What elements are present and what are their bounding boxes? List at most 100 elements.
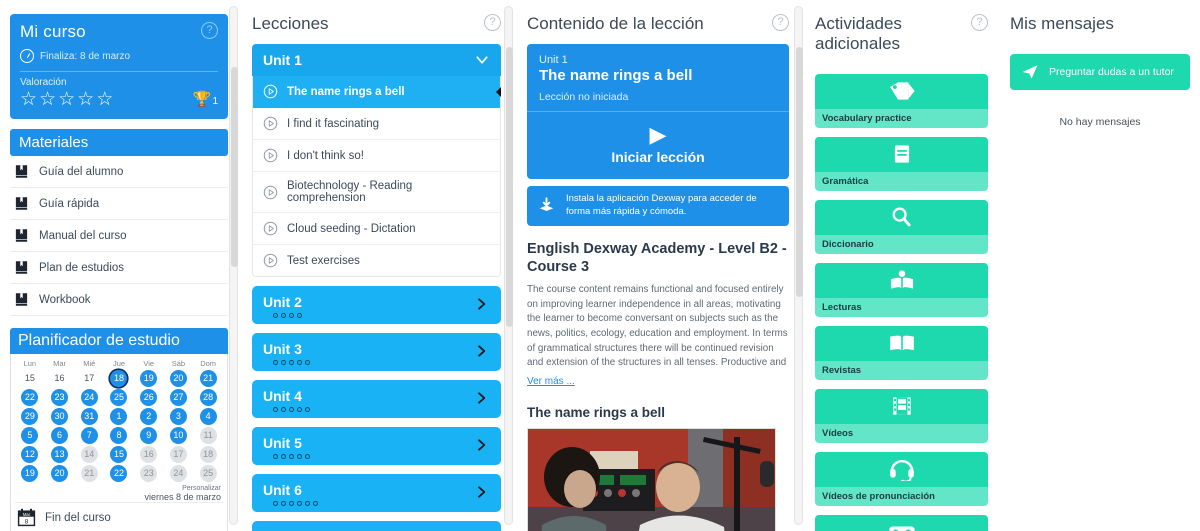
- calendar-day[interactable]: 18: [110, 370, 128, 387]
- planner-event-row[interactable]: Mar 8 Fin del curso: [15, 502, 223, 531]
- unit-progress-dot: [281, 501, 286, 506]
- column-my-messages: Mis mensajes Preguntar dudas a un tutor …: [1000, 0, 1200, 531]
- lesson-item[interactable]: I don't think so!: [253, 140, 500, 172]
- unit-card[interactable]: Unit 4: [252, 380, 501, 418]
- calendar-day[interactable]: 29: [21, 408, 39, 425]
- calendar-day[interactable]: 20: [51, 465, 69, 482]
- calendar-day[interactable]: 31: [80, 408, 98, 425]
- calendar-day[interactable]: 24: [169, 465, 187, 482]
- calendar-cell: 24: [164, 464, 194, 483]
- calendar-day[interactable]: 11: [199, 427, 217, 444]
- lesson-thumbnail[interactable]: [527, 427, 776, 531]
- scrollbar-content[interactable]: [794, 6, 803, 525]
- calendar-day[interactable]: 12: [21, 446, 39, 463]
- rating-star[interactable]: ☆: [58, 89, 76, 110]
- see-more-link[interactable]: Ver más ...: [527, 375, 575, 387]
- lesson-item[interactable]: Cloud seeding - Dictation: [253, 213, 500, 245]
- calendar-day[interactable]: 28: [199, 389, 217, 406]
- chevron-right-icon: [478, 439, 486, 451]
- lesson-item[interactable]: I find it fascinating: [253, 108, 500, 140]
- calendar-day[interactable]: 25: [199, 465, 217, 482]
- ask-tutor-button[interactable]: Preguntar dudas a un tutor: [1010, 54, 1190, 90]
- material-item[interactable]: Guía del alumno: [10, 156, 228, 188]
- activity-card[interactable]: Gramática: [815, 136, 988, 191]
- calendar-cell: 31: [74, 407, 104, 426]
- calendar-day[interactable]: 14: [80, 446, 98, 463]
- calendar-day[interactable]: 17: [84, 373, 95, 383]
- unit-progress-dots: [263, 407, 490, 412]
- scrollbar-lessons[interactable]: [504, 6, 513, 525]
- rating-star[interactable]: ☆: [20, 89, 38, 110]
- unit-card[interactable]: Unit 6: [252, 474, 501, 512]
- empty-messages-label: No hay mensajes: [1059, 116, 1141, 128]
- activity-card[interactable]: Lecturas: [815, 262, 988, 317]
- unit-card[interactable]: Unit 7: [252, 521, 501, 531]
- rating-stars[interactable]: ☆ ☆ ☆ ☆ ☆: [20, 90, 113, 109]
- calendar-day[interactable]: 15: [110, 446, 128, 463]
- unit-card[interactable]: Unit 5: [252, 427, 501, 465]
- start-lesson-button[interactable]: ▶ Iniciar lección: [527, 112, 789, 179]
- calendar-day[interactable]: 23: [51, 389, 69, 406]
- calendar-day[interactable]: 19: [21, 465, 39, 482]
- lesson-item[interactable]: Test exercises: [253, 245, 500, 276]
- lesson-item[interactable]: The name rings a bell: [253, 76, 500, 108]
- unit-header-open[interactable]: Unit 1: [252, 44, 501, 76]
- calendar-day[interactable]: 21: [199, 370, 217, 387]
- calendar-day[interactable]: 4: [199, 408, 217, 425]
- calendar-day[interactable]: 30: [51, 408, 69, 425]
- customize-link[interactable]: Personalizar: [182, 485, 221, 492]
- calendar-day[interactable]: 7: [80, 427, 98, 444]
- calendar-day[interactable]: 6: [51, 427, 69, 444]
- calendar-cell: 19: [15, 464, 45, 483]
- lesson-item[interactable]: Biotechnology - Reading comprehension: [253, 172, 500, 213]
- calendar-day[interactable]: 13: [51, 446, 69, 463]
- activity-card[interactable]: Revistas: [815, 325, 988, 380]
- calendar-day[interactable]: 15: [24, 373, 35, 383]
- calendar-day[interactable]: 27: [169, 389, 187, 406]
- unit-card[interactable]: Unit 2: [252, 286, 501, 324]
- activity-icon-area: [815, 514, 988, 531]
- calendar-day[interactable]: 21: [80, 465, 98, 482]
- calendar-day[interactable]: 20: [169, 370, 187, 387]
- calendar-day[interactable]: 22: [110, 465, 128, 482]
- activity-card[interactable]: Vídeos de pronunciación: [815, 451, 988, 506]
- help-icon[interactable]: ?: [201, 22, 218, 39]
- calendar-day[interactable]: 24: [80, 389, 98, 406]
- help-icon[interactable]: ?: [484, 14, 501, 31]
- unit-card[interactable]: Unit 3: [252, 333, 501, 371]
- unit-progress-dot: [305, 501, 310, 506]
- material-item[interactable]: Guía rápida: [10, 188, 228, 220]
- help-icon[interactable]: ?: [971, 14, 988, 31]
- rating-star[interactable]: ☆: [39, 89, 57, 110]
- activity-card[interactable]: Diccionario: [815, 199, 988, 254]
- install-app-banner[interactable]: Instala la aplicación Dexway para accede…: [527, 186, 789, 226]
- calendar-day[interactable]: 10: [169, 427, 187, 444]
- trophy-badge: 🏆 1: [193, 92, 218, 107]
- calendar-day[interactable]: 1: [110, 408, 128, 425]
- activity-card[interactable]: Vídeos: [815, 388, 988, 443]
- calendar-day[interactable]: 23: [140, 465, 158, 482]
- material-item[interactable]: Manual del curso: [10, 220, 228, 252]
- unit-progress-dot: [289, 313, 294, 318]
- help-icon[interactable]: ?: [772, 14, 789, 31]
- calendar-day[interactable]: 26: [140, 389, 158, 406]
- calendar-day[interactable]: 22: [21, 389, 39, 406]
- calendar-day[interactable]: 9: [140, 427, 158, 444]
- calendar-day[interactable]: 25: [110, 389, 128, 406]
- calendar-day[interactable]: 5: [21, 427, 39, 444]
- activity-card[interactable]: Panoramas: [815, 514, 988, 531]
- activity-card[interactable]: Vocabulary practice: [815, 73, 988, 128]
- material-item[interactable]: Plan de estudios: [10, 252, 228, 284]
- calendar-day[interactable]: 19: [140, 370, 158, 387]
- rating-star[interactable]: ☆: [77, 89, 95, 110]
- calendar-day[interactable]: 2: [140, 408, 158, 425]
- calendar-day[interactable]: 18: [199, 446, 217, 463]
- scrollbar-my-course[interactable]: [229, 6, 238, 525]
- calendar-day[interactable]: 8: [110, 427, 128, 444]
- calendar-day[interactable]: 17: [169, 446, 187, 463]
- calendar-day[interactable]: 16: [140, 446, 158, 463]
- calendar-day[interactable]: 3: [169, 408, 187, 425]
- material-item[interactable]: Workbook: [10, 284, 228, 316]
- rating-star[interactable]: ☆: [96, 89, 114, 110]
- calendar-day[interactable]: 16: [54, 373, 65, 383]
